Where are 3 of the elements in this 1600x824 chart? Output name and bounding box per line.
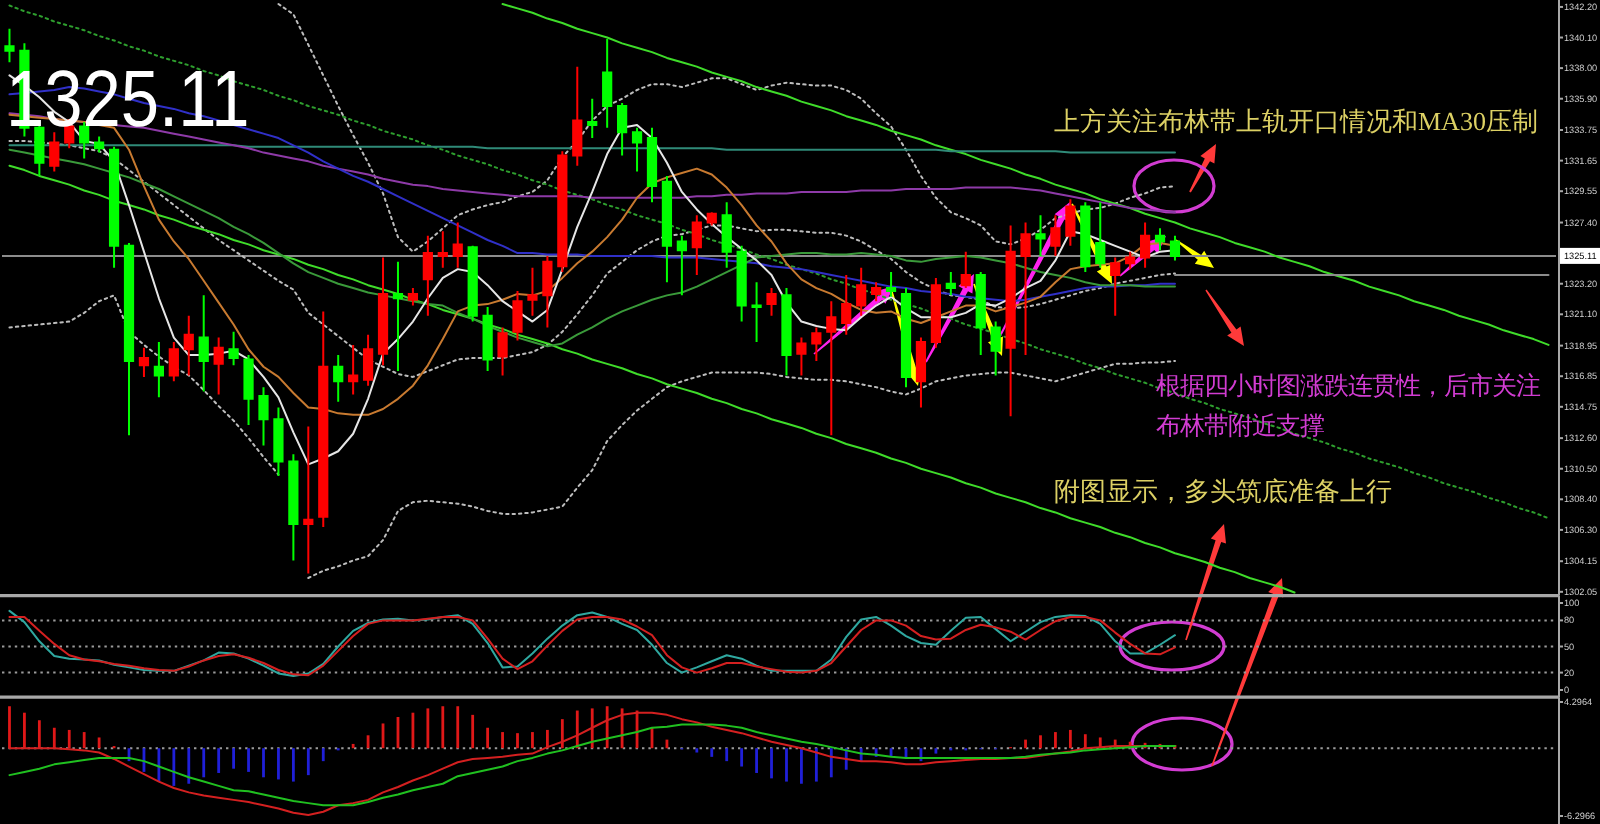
annotation: 上方关注布林带上轨开口情况和MA30压制 (1054, 106, 1538, 136)
annotation: 附图显示，多头筑底准备上行 (1054, 476, 1392, 506)
annotation: 根据四小时图涨跌连贯性，后市关注布林带附近支撑 (1156, 372, 1540, 440)
